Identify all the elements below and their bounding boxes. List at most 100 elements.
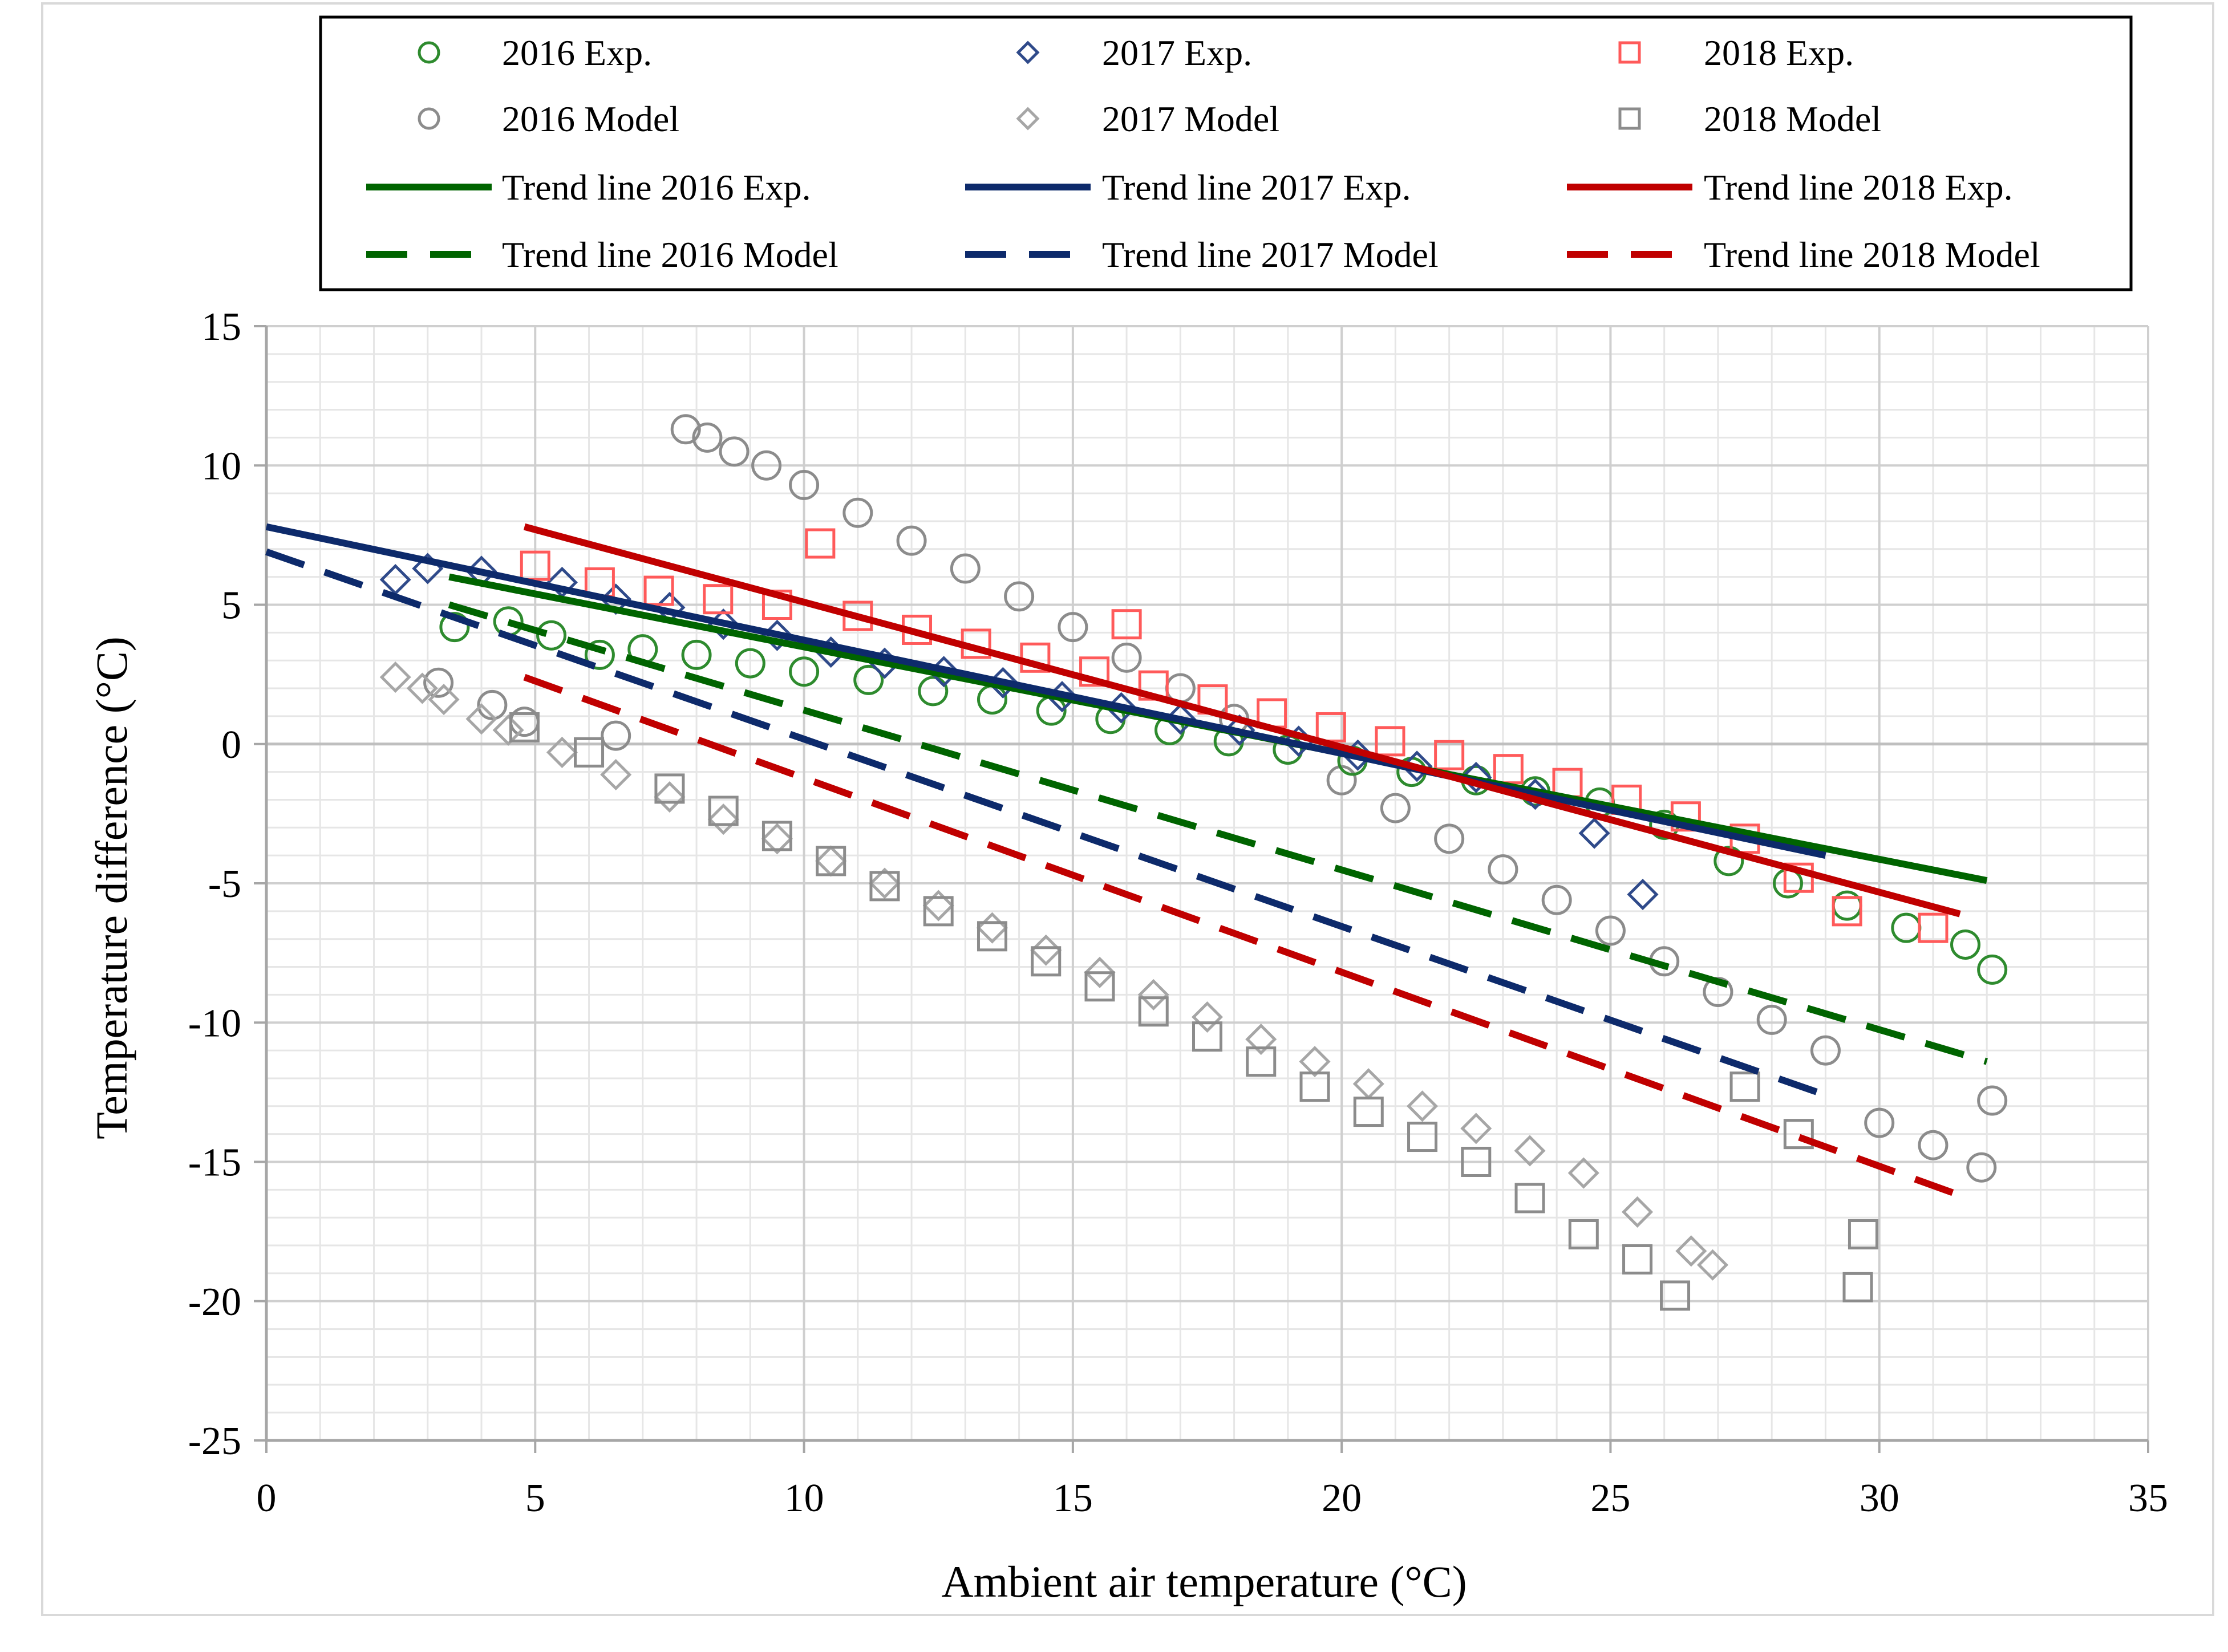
point-2018-model	[1514, 1183, 1545, 1213]
point-2016-model	[751, 450, 782, 481]
trend-line-2016-model	[448, 601, 1988, 1065]
point-2016-model	[719, 436, 750, 467]
chart-frame	[41, 2, 2214, 1616]
point-2018-model	[977, 921, 1007, 952]
point-2016-exp	[536, 620, 567, 651]
point-2016-exp	[918, 676, 949, 707]
point-2018-model	[1848, 1219, 1878, 1250]
point-2016-exp	[493, 606, 524, 637]
point-2017-model	[1567, 1157, 1599, 1189]
x-tick-label: 30	[1860, 1476, 1899, 1520]
point-2016-exp	[1977, 954, 2008, 985]
point-2016-model	[1810, 1035, 1841, 1066]
point-2017-model	[976, 912, 1008, 944]
point-2016-exp	[977, 684, 1007, 715]
x-tick-label: 25	[1590, 1476, 1630, 1520]
legend-label-trend-line-2017-exp: Trend line 2017 Exp.	[1102, 167, 1411, 208]
legend-label-trend-line-2018-model: Trend line 2018 Model	[1704, 234, 2040, 275]
legend-label-2017-model: 2017 Model	[1102, 99, 1279, 139]
point-2017-model	[428, 684, 460, 716]
point-2016-exp	[853, 664, 884, 695]
point-2016-exp	[1832, 890, 1862, 921]
y-tick-label: -5	[208, 862, 241, 906]
point-2016-exp	[789, 656, 820, 687]
point-2016-model	[1756, 1004, 1787, 1035]
point-2018-exp	[1111, 609, 1142, 640]
legend-label-trend-line-2018-exp: Trend line 2018 Exp.	[1704, 167, 2013, 208]
point-2017-model	[654, 781, 686, 813]
point-2017-model	[1352, 1068, 1384, 1100]
point-2018-model	[1192, 1021, 1222, 1052]
point-2017-model	[761, 823, 793, 855]
point-2018-exp	[703, 584, 734, 615]
legend-marker-2018-exp	[1618, 41, 1641, 64]
point-2016-model	[1488, 854, 1518, 885]
trend-lines	[265, 523, 1988, 1199]
trend-line-2017-exp	[265, 523, 1826, 859]
point-2017-model	[465, 703, 497, 735]
legend-label-2018-model: 2018 Model	[1704, 99, 1881, 139]
point-2017-model	[600, 758, 632, 791]
point-2017-model	[922, 890, 954, 922]
point-2016-model	[789, 469, 820, 500]
point-2016-model	[670, 414, 701, 445]
legend-label-trend-line-2017-model: Trend line 2017 Model	[1102, 234, 1439, 275]
point-2017-model	[1191, 1001, 1224, 1033]
point-2018-model	[1783, 1119, 1814, 1150]
point-2016-model	[1004, 581, 1035, 612]
point-2017-model	[1675, 1235, 1707, 1267]
point-2016-model	[1058, 612, 1088, 643]
x-tick-label: 35	[2128, 1476, 2168, 1520]
point-2018-model	[1568, 1219, 1599, 1250]
point-2017-model	[1622, 1196, 1654, 1228]
x-tick-label: 20	[1322, 1476, 1362, 1520]
y-tick-label: -10	[188, 1001, 241, 1045]
point-2018-model	[1729, 1071, 1760, 1102]
y-tick-label: -20	[188, 1280, 241, 1324]
legend-marker-2017-model	[1016, 107, 1040, 131]
point-2016-model	[1541, 884, 1572, 915]
point-2016-exp	[1713, 846, 1744, 876]
point-2017-model	[815, 845, 847, 877]
point-2017-model	[1406, 1090, 1439, 1122]
point-2016-exp	[1950, 929, 1981, 960]
axes	[254, 325, 2149, 1453]
legend-marker-2016-model	[418, 107, 440, 130]
point-2017-model	[379, 661, 411, 693]
point-2016-model	[1864, 1107, 1895, 1138]
x-tick-label: 5	[525, 1476, 545, 1520]
point-2018-exp	[1434, 740, 1465, 770]
point-2018-exp	[1315, 712, 1346, 742]
point-2016-exp	[681, 639, 712, 670]
legend-label-2017-exp: 2017 Exp.	[1102, 33, 1252, 73]
point-2018-model	[869, 871, 900, 902]
point-2017-model	[406, 672, 438, 704]
point-2018-exp	[1832, 896, 1862, 927]
legend-label-2016-exp: 2016 Exp.	[502, 33, 652, 73]
legend-marker-2018-model	[1618, 107, 1641, 130]
point-2016-model	[1918, 1130, 1949, 1160]
y-tick-label: 5	[221, 584, 241, 628]
point-2016-model	[896, 525, 927, 556]
point-2016-exp	[439, 612, 470, 643]
point-2018-model	[1084, 971, 1115, 1002]
point-2017-model	[1696, 1249, 1729, 1281]
point-2018-model	[1353, 1097, 1384, 1127]
point-2018-exp	[805, 528, 836, 559]
point-2017-exp	[1460, 761, 1492, 793]
point-2017-exp	[1578, 817, 1610, 849]
point-2016-exp	[584, 639, 615, 670]
point-2018-model	[1842, 1272, 1873, 1302]
point-2018-model	[1461, 1147, 1492, 1177]
trend-line-2018-exp	[523, 523, 1961, 918]
point-2017-model	[1137, 979, 1169, 1010]
point-2017-model	[1299, 1046, 1331, 1078]
point-2018-exp	[1079, 656, 1110, 687]
point-2018-exp	[1918, 912, 1949, 943]
point-2018-model	[509, 712, 540, 742]
tick-labels: 0 5 10 15 20 25 30 35 15 10 5 0 -5 -10 -15 -20 -25	[188, 305, 2168, 1520]
point-2017-model	[1514, 1135, 1546, 1167]
point-2017-model	[492, 714, 524, 746]
point-2016-model	[950, 553, 981, 584]
x-tick-label: 10	[784, 1476, 824, 1520]
